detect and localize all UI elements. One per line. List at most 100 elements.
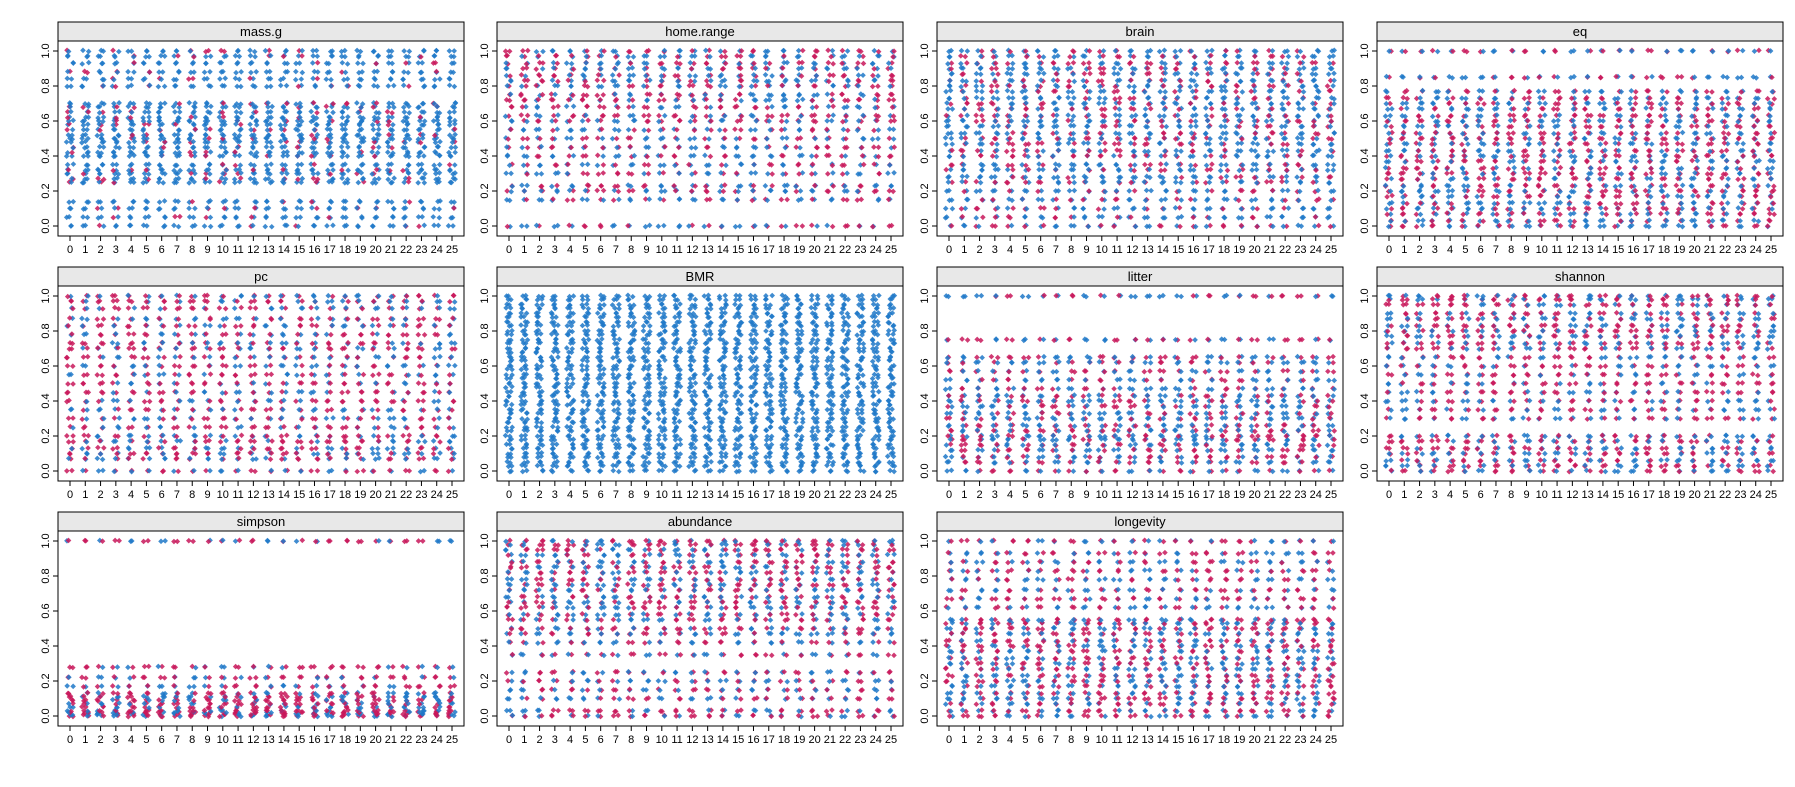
point-red — [598, 196, 604, 203]
point-red — [504, 188, 510, 194]
point-blue — [419, 135, 426, 141]
point-blue — [344, 153, 351, 159]
point-red — [582, 143, 589, 150]
point-blue — [98, 135, 105, 142]
point-blue — [69, 175, 75, 182]
point-red — [299, 53, 305, 59]
point-red — [64, 108, 71, 115]
point-blue — [115, 132, 122, 139]
point-blue — [186, 118, 193, 125]
point-blue — [221, 179, 228, 186]
point-blue — [387, 170, 393, 177]
point-blue — [190, 121, 197, 127]
point-red — [551, 72, 557, 79]
point-blue — [171, 76, 177, 83]
point-blue — [248, 150, 254, 156]
point-blue — [451, 162, 458, 168]
point-blue — [128, 121, 135, 127]
point-blue — [267, 149, 273, 156]
point-blue — [431, 206, 438, 212]
point-red — [524, 47, 531, 54]
point-blue — [356, 143, 363, 150]
point-blue — [344, 104, 351, 111]
x-tick-label: 11 — [232, 244, 243, 256]
point-blue — [563, 60, 570, 66]
point-blue — [130, 144, 137, 151]
point-red — [523, 61, 530, 67]
x-tick-label: 15 — [1612, 244, 1624, 256]
point-blue — [540, 48, 546, 55]
point-red — [232, 162, 239, 169]
point-blue — [384, 139, 391, 146]
point-blue — [223, 104, 229, 110]
point-red — [433, 68, 440, 75]
point-blue — [280, 214, 286, 221]
point-blue — [280, 104, 287, 111]
point-blue — [554, 187, 560, 194]
point-blue — [323, 108, 330, 115]
point-red — [570, 187, 577, 194]
point-blue — [403, 167, 410, 173]
point-blue — [218, 126, 225, 133]
point-blue — [234, 144, 241, 151]
point-blue — [202, 136, 208, 142]
point-red — [310, 99, 317, 106]
point-red — [110, 47, 116, 54]
point-blue — [566, 72, 573, 78]
point-blue — [85, 135, 91, 142]
point-blue — [369, 171, 375, 177]
point-blue — [434, 117, 441, 124]
point-blue — [371, 68, 377, 75]
point-blue — [94, 132, 101, 139]
point-blue — [375, 121, 382, 128]
point-blue — [524, 182, 530, 189]
point-red — [65, 167, 72, 173]
point-blue — [404, 132, 410, 139]
point-red — [232, 149, 238, 155]
point-blue — [339, 175, 345, 181]
point-blue — [405, 69, 411, 76]
point-blue — [374, 161, 380, 168]
point-blue — [263, 69, 270, 75]
point-blue — [253, 122, 260, 128]
point-red — [600, 162, 607, 168]
point-blue — [405, 150, 411, 156]
x-tick-label: 13 — [263, 244, 275, 256]
point-red — [64, 114, 71, 121]
point-blue — [421, 83, 427, 90]
point-red — [584, 83, 591, 90]
point-blue — [68, 76, 75, 82]
x-tick-label: 23 — [415, 244, 427, 256]
point-blue — [417, 126, 423, 133]
point-blue — [419, 122, 425, 128]
x-tick-label: 4 — [128, 244, 134, 256]
point-blue — [217, 153, 223, 159]
x-tick-label: 3 — [992, 244, 998, 256]
point-blue — [374, 68, 381, 75]
point-blue — [202, 179, 209, 185]
point-blue — [171, 132, 178, 138]
point-blue — [389, 136, 396, 142]
point-blue — [298, 132, 305, 138]
point-blue — [277, 138, 284, 145]
point-blue — [298, 76, 305, 82]
point-blue — [64, 83, 70, 90]
point-blue — [172, 205, 178, 212]
point-blue — [130, 198, 136, 205]
point-blue — [373, 205, 379, 212]
point-red — [220, 114, 227, 120]
point-blue — [568, 135, 574, 142]
point-red — [523, 196, 530, 203]
point-blue — [129, 127, 135, 133]
point-blue — [156, 117, 163, 124]
point-blue — [114, 69, 121, 76]
point-blue — [536, 162, 543, 169]
point-blue — [279, 161, 286, 168]
point-red — [430, 60, 437, 66]
point-blue — [295, 127, 301, 134]
point-blue — [267, 179, 274, 186]
x-tick-label: 6 — [598, 244, 604, 256]
point-blue — [402, 214, 408, 220]
point-red — [538, 183, 544, 190]
x-tick-label: 2 — [1416, 244, 1422, 256]
